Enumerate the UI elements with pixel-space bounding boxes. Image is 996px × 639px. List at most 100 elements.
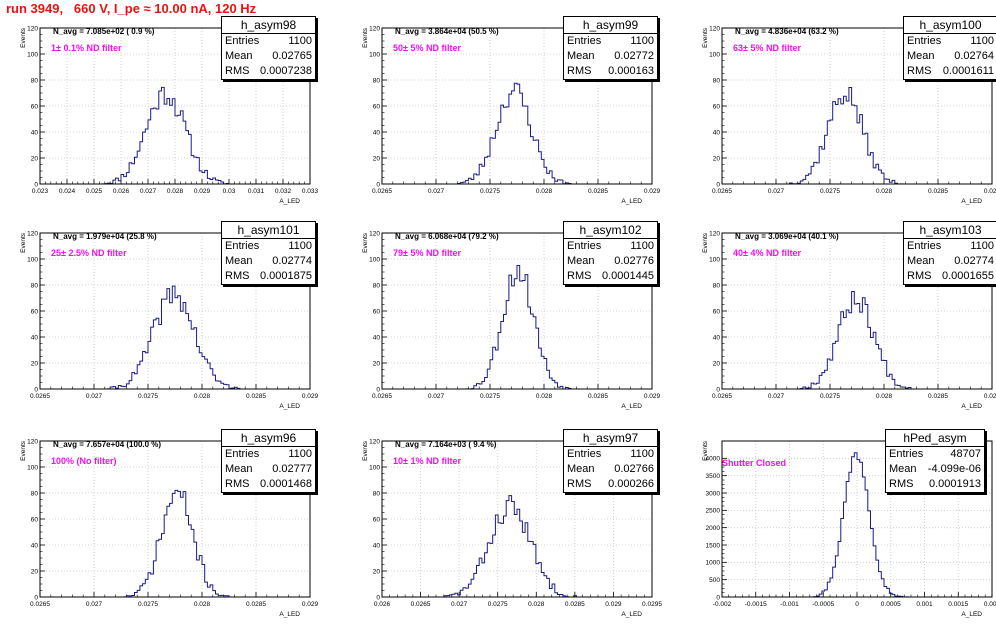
x-axis-label: A_LED bbox=[279, 403, 300, 410]
y-tick-label: 80 bbox=[373, 77, 381, 84]
y-tick-label: 100 bbox=[369, 256, 380, 263]
x-axis-label: A_LED bbox=[621, 611, 642, 618]
stats-value: 0.02765 bbox=[272, 50, 312, 62]
stats-label: Entries bbox=[567, 448, 602, 460]
y-tick-label: 20 bbox=[31, 568, 39, 575]
stats-row-mean: Mean -4.099e-06 bbox=[886, 462, 984, 477]
stats-value: 0.0001445 bbox=[602, 270, 654, 282]
y-tick-label: 120 bbox=[369, 438, 380, 445]
x-tick-label: 0.029 bbox=[644, 393, 661, 400]
y-tick-label: 0 bbox=[376, 594, 380, 601]
y-axis-label: Events bbox=[20, 440, 27, 461]
stats-label: Mean bbox=[889, 463, 917, 475]
pad-h_asym96: 0.0265 0.027 0.0275 0.028 0.0285 0.029 0 20 40 60… bbox=[18, 429, 346, 639]
x-axis-label: A_LED bbox=[621, 403, 642, 410]
y-tick-label: 40 bbox=[713, 334, 721, 341]
stats-label: RMS bbox=[225, 478, 250, 490]
stats-title: hPed_asym bbox=[886, 430, 984, 447]
x-tick-label: 0.0285 bbox=[588, 188, 608, 195]
n-avg-label: N_avg = 4.836e+04 (63.2 %) bbox=[735, 27, 839, 36]
stats-value: 1100 bbox=[630, 448, 654, 460]
stats-value: 0.02766 bbox=[614, 463, 654, 475]
stats-label: Mean bbox=[225, 255, 253, 267]
x-tick-label: 0.0265 bbox=[712, 188, 732, 195]
stats-row-entries: Entries 1100 bbox=[222, 34, 315, 49]
x-tick-label: 0.027 bbox=[451, 601, 468, 608]
n-avg-label: N_avg = 7.657e+04 (100.0 %) bbox=[53, 440, 162, 449]
stats-box: h_asym99 Entries 1100 Mean 0.02772 RMS 0.00016… bbox=[563, 16, 658, 80]
stats-box: hPed_asym Entries 48707 Mean -4.099e-06 RMS 0.… bbox=[885, 429, 985, 493]
y-tick-label: 100 bbox=[27, 51, 38, 58]
x-tick-label: -0.002 bbox=[713, 601, 732, 608]
x-tick-label: 0 bbox=[855, 601, 859, 608]
y-tick-label: 60 bbox=[373, 103, 381, 110]
stats-box: h_asym100 Entries 1100 Mean 0.02764 RMS 0.0001… bbox=[903, 16, 996, 80]
y-tick-label: 40 bbox=[373, 129, 381, 136]
stats-row-mean: Mean 0.02774 bbox=[904, 254, 996, 269]
stats-value: 0.0001875 bbox=[260, 270, 312, 282]
stats-row-entries: Entries 1100 bbox=[904, 239, 996, 254]
y-tick-label: 0 bbox=[376, 386, 380, 393]
stats-label: Entries bbox=[907, 240, 942, 252]
x-tick-label: 0.029 bbox=[194, 188, 211, 195]
y-tick-label: 4000 bbox=[706, 456, 721, 463]
x-tick-label: 0.029 bbox=[984, 188, 996, 195]
x-tick-label: 0.0265 bbox=[30, 393, 50, 400]
x-tick-label: 0.028 bbox=[194, 601, 211, 608]
histogram-h_asym96: 0.0265 0.027 0.0275 0.028 0.0285 0.029 0 20 40 60… bbox=[20, 438, 319, 618]
stats-row-entries: Entries 1100 bbox=[222, 239, 315, 254]
stats-box: h_asym101 Entries 1100 Mean 0.02774 RMS 0.0001… bbox=[221, 221, 316, 285]
stats-title: h_asym99 bbox=[564, 17, 657, 34]
x-tick-label: 0.001 bbox=[916, 601, 933, 608]
stats-value: 1100 bbox=[630, 240, 654, 252]
histogram-h_asym103: 0.0265 0.027 0.0275 0.028 0.0285 0.029 0 20 40 60… bbox=[702, 230, 996, 410]
stats-title: h_asym103 bbox=[904, 222, 996, 239]
stats-label: RMS bbox=[225, 65, 250, 77]
y-tick-label: 60 bbox=[373, 308, 381, 315]
x-tick-label: 0.0275 bbox=[138, 393, 158, 400]
stats-row-rms: RMS 0.000163 bbox=[564, 64, 657, 79]
stats-value: 1100 bbox=[288, 448, 312, 460]
x-tick-label: 0.002 bbox=[984, 601, 996, 608]
y-tick-label: 40 bbox=[373, 334, 381, 341]
x-tick-label: -0.0005 bbox=[812, 601, 834, 608]
stats-title: h_asym97 bbox=[564, 430, 657, 447]
histogram-bars bbox=[40, 285, 310, 390]
x-tick-label: 0.0275 bbox=[138, 601, 158, 608]
x-tick-label: 0.028 bbox=[167, 188, 184, 195]
x-tick-label: 0.029 bbox=[302, 601, 319, 608]
x-tick-label: 0.027 bbox=[768, 393, 785, 400]
y-tick-label: 2000 bbox=[706, 525, 721, 532]
x-tick-label: 0.0015 bbox=[948, 601, 968, 608]
y-tick-label: 100 bbox=[369, 464, 380, 471]
stats-value: 1100 bbox=[288, 35, 312, 47]
x-tick-label: 0.0285 bbox=[928, 393, 948, 400]
y-axis-label: Events bbox=[362, 440, 369, 461]
x-axis-label: A_LED bbox=[961, 198, 982, 205]
filter-label: 40± 4% ND filter bbox=[733, 248, 801, 258]
x-tick-label: 0.0285 bbox=[246, 393, 266, 400]
stats-label: Mean bbox=[567, 463, 595, 475]
x-tick-label: 0.023 bbox=[32, 188, 49, 195]
x-tick-label: 0.028 bbox=[528, 601, 545, 608]
n-avg-label: N_avg = 7.085e+02 ( 0.9 %) bbox=[53, 27, 155, 36]
x-axis-label: A_LED bbox=[961, 403, 982, 410]
filter-label: 79± 5% ND filter bbox=[393, 248, 461, 258]
x-tick-label: 0.028 bbox=[536, 393, 553, 400]
x-tick-label: -0.0015 bbox=[745, 601, 767, 608]
y-tick-label: 120 bbox=[369, 25, 380, 32]
y-tick-label: 3500 bbox=[706, 473, 721, 480]
x-tick-label: 0.032 bbox=[275, 188, 292, 195]
stats-title: h_asym101 bbox=[222, 222, 315, 239]
stats-title: h_asym100 bbox=[904, 17, 996, 34]
x-tick-label: 0.033 bbox=[302, 188, 319, 195]
stats-label: Mean bbox=[225, 463, 253, 475]
stats-row-rms: RMS 0.0001468 bbox=[222, 477, 315, 492]
y-tick-label: 60 bbox=[373, 516, 381, 523]
stats-value: 48707 bbox=[950, 448, 981, 460]
x-tick-label: 0.028 bbox=[536, 188, 553, 195]
pad-h_asym100: 0.0265 0.027 0.0275 0.028 0.0285 0.029 0 20 40 60… bbox=[700, 16, 996, 226]
y-tick-label: 80 bbox=[31, 490, 39, 497]
stats-value: 0.000266 bbox=[608, 478, 654, 490]
y-axis-label: Events bbox=[20, 232, 27, 253]
